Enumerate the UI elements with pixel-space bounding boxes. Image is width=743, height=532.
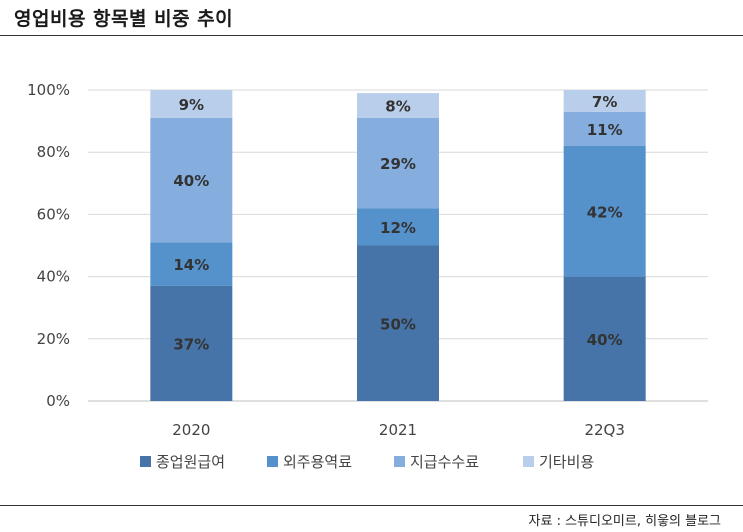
- data-label: 11%: [587, 121, 623, 139]
- bar-segment: [150, 90, 233, 118]
- data-label: 37%: [173, 335, 209, 353]
- bar-segment: [357, 245, 439, 401]
- legend-label: 지급수수료: [410, 453, 479, 471]
- y-axis-ticks: 0% 20% 40% 60% 80% 100%: [27, 81, 70, 410]
- legend-swatch: [267, 456, 278, 467]
- x-axis-ticks: 2020 2021 22Q3: [172, 421, 625, 439]
- y-tick-label: 40%: [37, 268, 70, 286]
- bar-segment: [357, 117, 439, 209]
- bar-segment: [357, 93, 439, 118]
- source-note: 자료 : 스튜디오미르, 히읗의 블로그: [528, 514, 721, 529]
- data-label: 7%: [592, 93, 617, 111]
- y-tick-label: 20%: [37, 330, 70, 348]
- data-label: 12%: [380, 219, 416, 237]
- legend-label: 외주용역료: [283, 453, 352, 471]
- y-tick-label: 80%: [37, 143, 70, 161]
- y-tick-label: 100%: [27, 81, 70, 99]
- top-divider: [0, 35, 743, 36]
- bar-segment: [150, 285, 233, 401]
- bar-segment: [150, 242, 233, 286]
- data-label: 9%: [179, 96, 204, 114]
- y-tick-label: 0%: [46, 392, 70, 410]
- data-label: 29%: [380, 155, 416, 173]
- data-label: 40%: [587, 331, 623, 349]
- bottom-divider: [0, 505, 743, 506]
- legend: 종업원급여 외주용역료 지급수수료 기타비용: [140, 453, 594, 471]
- legend-label: 종업원급여: [156, 453, 225, 471]
- bar-segment: [563, 145, 646, 277]
- legend-swatch: [140, 456, 151, 467]
- legend-swatch: [523, 456, 534, 467]
- y-tick-label: 60%: [37, 205, 70, 223]
- x-tick-label: 2020: [172, 421, 210, 439]
- data-label: 8%: [385, 98, 410, 116]
- x-tick-label: 2021: [379, 421, 417, 439]
- bar-segment: [563, 111, 646, 146]
- data-label: 40%: [173, 172, 209, 190]
- data-label: 42%: [587, 203, 623, 221]
- x-tick-label: 22Q3: [584, 421, 624, 439]
- data-label: 14%: [173, 256, 209, 274]
- legend-swatch: [394, 456, 405, 467]
- legend-label: 기타비용: [539, 453, 594, 471]
- chart-title: 영업비용 항목별 비중 추이: [14, 8, 234, 30]
- bar-segment: [563, 90, 646, 112]
- data-label: 50%: [380, 315, 416, 333]
- bars: 37% 14% 40% 9% 50% 12% 29% 8% 40% 42% 11% 7%: [150, 90, 646, 401]
- bar-segment: [563, 276, 646, 401]
- bar-segment: [150, 117, 233, 243]
- bar-segment: [357, 208, 439, 246]
